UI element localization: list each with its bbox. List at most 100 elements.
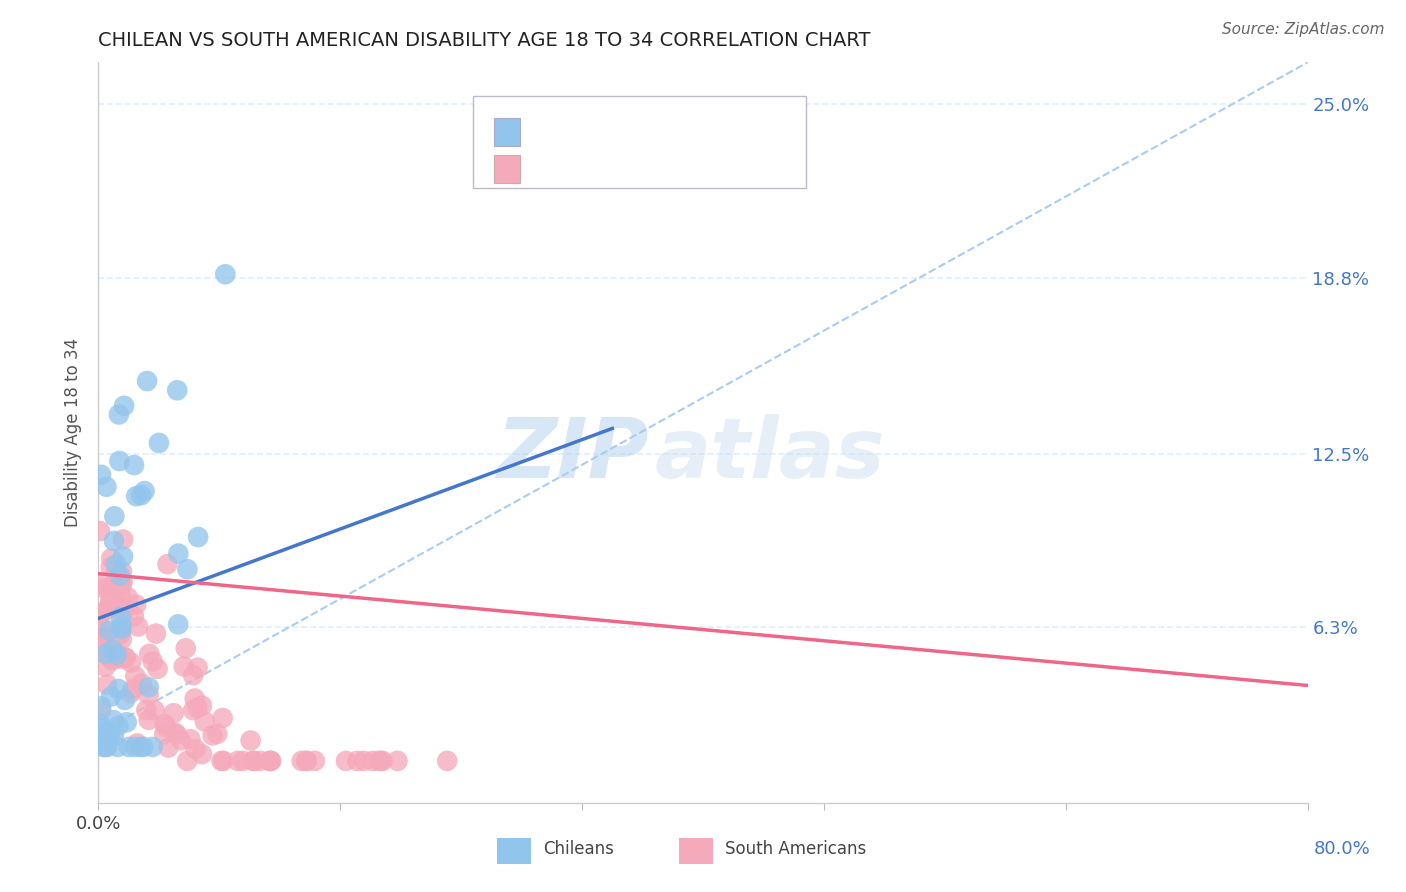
- Point: [194, 714, 217, 729]
- Point: [117, 591, 139, 605]
- Point: [108, 454, 131, 468]
- Point: [212, 754, 235, 768]
- Point: [111, 578, 134, 592]
- Point: [94, 647, 117, 661]
- Point: [108, 568, 131, 582]
- Point: [111, 632, 134, 647]
- FancyBboxPatch shape: [679, 838, 713, 864]
- Point: [304, 754, 326, 768]
- Point: [105, 558, 128, 572]
- Point: [371, 754, 394, 768]
- Point: [162, 706, 184, 721]
- Point: [131, 676, 153, 690]
- Point: [226, 754, 249, 768]
- Text: atlas: atlas: [655, 414, 886, 495]
- Point: [136, 374, 159, 388]
- Point: [353, 754, 375, 768]
- Point: [187, 530, 209, 544]
- Point: [90, 703, 112, 717]
- Point: [114, 651, 136, 665]
- Point: [129, 488, 152, 502]
- Point: [186, 700, 208, 714]
- Point: [101, 643, 124, 657]
- Point: [96, 480, 118, 494]
- Point: [105, 565, 128, 579]
- Point: [129, 739, 152, 754]
- Point: [242, 754, 264, 768]
- Point: [187, 661, 209, 675]
- Point: [148, 436, 170, 450]
- Point: [181, 668, 204, 682]
- Text: N =: N =: [673, 161, 714, 178]
- Point: [103, 648, 125, 662]
- Point: [138, 713, 160, 727]
- Point: [176, 754, 198, 768]
- Point: [207, 727, 229, 741]
- Point: [361, 754, 384, 768]
- Point: [138, 688, 160, 702]
- Point: [114, 650, 136, 665]
- FancyBboxPatch shape: [494, 118, 520, 146]
- Point: [114, 693, 136, 707]
- Point: [156, 557, 179, 571]
- Point: [100, 560, 122, 574]
- Point: [153, 727, 176, 741]
- Point: [165, 726, 187, 740]
- Point: [90, 722, 112, 736]
- Point: [94, 647, 117, 661]
- Text: South Americans: South Americans: [724, 840, 866, 858]
- Point: [112, 549, 135, 564]
- Point: [103, 729, 125, 743]
- Point: [145, 626, 167, 640]
- Point: [201, 728, 224, 742]
- Point: [125, 598, 148, 612]
- Point: [166, 727, 188, 741]
- Point: [125, 489, 148, 503]
- Point: [93, 578, 115, 592]
- Point: [97, 602, 120, 616]
- Point: [111, 574, 134, 589]
- Point: [127, 619, 149, 633]
- Point: [108, 408, 131, 422]
- Point: [138, 680, 160, 694]
- Point: [436, 754, 458, 768]
- Point: [120, 686, 142, 700]
- Point: [93, 633, 115, 648]
- Point: [110, 651, 132, 665]
- Point: [142, 654, 165, 668]
- Text: 80.0%: 80.0%: [1313, 840, 1371, 858]
- Point: [98, 596, 121, 610]
- Point: [259, 754, 281, 768]
- Point: [211, 711, 233, 725]
- Point: [142, 739, 165, 754]
- Point: [181, 703, 204, 717]
- Text: N=: N=: [661, 123, 695, 141]
- Point: [105, 648, 128, 662]
- Point: [97, 725, 120, 739]
- Point: [114, 604, 136, 618]
- FancyBboxPatch shape: [494, 155, 520, 184]
- Point: [110, 622, 132, 636]
- FancyBboxPatch shape: [474, 95, 806, 188]
- Point: [176, 562, 198, 576]
- Point: [93, 623, 115, 637]
- Point: [100, 593, 122, 607]
- FancyBboxPatch shape: [498, 838, 531, 864]
- Point: [90, 638, 112, 652]
- Point: [211, 754, 233, 768]
- Point: [105, 566, 128, 580]
- Point: [157, 740, 180, 755]
- Point: [107, 719, 129, 733]
- Point: [115, 715, 138, 730]
- Point: [387, 754, 409, 768]
- Point: [135, 703, 157, 717]
- Point: [110, 625, 132, 640]
- Point: [107, 681, 129, 696]
- Point: [239, 733, 262, 747]
- Point: [94, 659, 117, 673]
- Text: 51: 51: [703, 123, 728, 141]
- Point: [110, 618, 132, 632]
- Point: [111, 565, 134, 579]
- Point: [132, 739, 155, 754]
- Point: [110, 590, 132, 604]
